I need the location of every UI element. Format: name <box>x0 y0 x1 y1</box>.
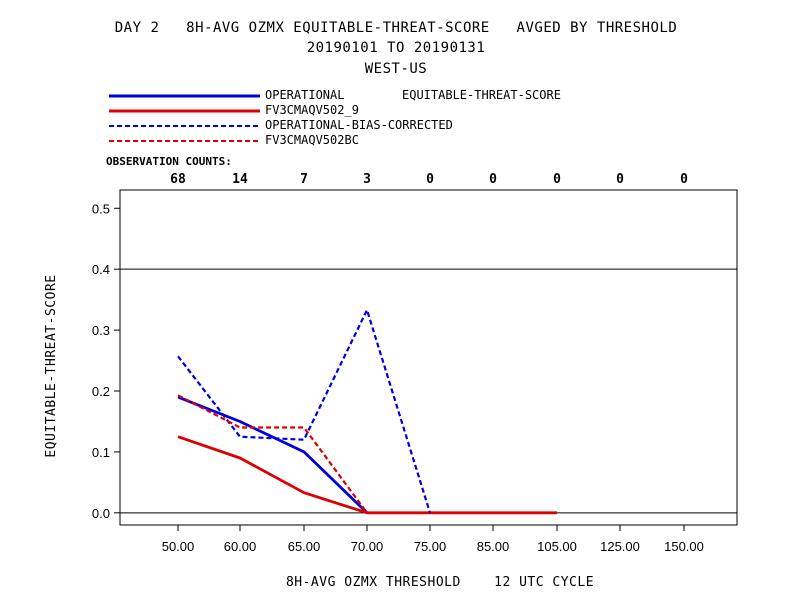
legend-swatch-operational-bc <box>109 125 260 127</box>
legend-label: FV3CMAQV502_9 <box>265 103 359 117</box>
observation-count: 0 <box>616 172 624 187</box>
observation-counts-label: OBSERVATION COUNTS: <box>106 155 232 168</box>
chart-title: DAY 2 8H-AVG OZMX EQUITABLE-THREAT-SCORE… <box>114 20 678 36</box>
series-line-fv3cmaqv502bc <box>177 394 368 514</box>
x-tick-label: 60.00 <box>224 539 257 554</box>
observation-count: 0 <box>680 172 688 187</box>
x-tick-label: 50.00 <box>162 539 195 554</box>
region-label: WEST-US <box>364 61 428 77</box>
legend-swatch-fv3cmaq-bc <box>109 140 260 142</box>
observation-count: 0 <box>489 172 497 187</box>
x-tick-label: 150.00 <box>664 539 704 554</box>
legend-swatch-operational <box>109 94 260 98</box>
legend-label: OPERATIONAL <box>265 88 345 102</box>
y-tick-label: 0.1 <box>92 445 110 460</box>
series-line-fv3cmaqv502-9 <box>177 435 557 515</box>
observation-count: 0 <box>426 172 434 187</box>
x-tick-label: 75.00 <box>414 539 447 554</box>
observation-count: 7 <box>300 172 308 187</box>
observation-count: 14 <box>232 172 248 187</box>
date-range: 20190101 TO 20190131 <box>306 40 486 56</box>
series-line-operational-bias-corrected <box>177 308 432 514</box>
legend-note: EQUITABLE-THREAT-SCORE <box>402 88 561 102</box>
y-tick-label: 0.4 <box>92 262 110 277</box>
legend-label: OPERATIONAL-BIAS-CORRECTED <box>265 118 453 132</box>
legend-label: FV3CMAQV502BC <box>265 133 359 147</box>
x-tick-label: 85.00 <box>477 539 510 554</box>
series-line-operational <box>177 395 368 514</box>
observation-count: 3 <box>363 172 371 187</box>
observation-count: 0 <box>553 172 561 187</box>
y-tick-label: 0.2 <box>92 384 110 399</box>
plot-frame <box>119 189 738 526</box>
x-tick-label: 70.00 <box>351 539 384 554</box>
x-axis-label: 8H-AVG OZMX THRESHOLD 12 UTC CYCLE <box>286 575 594 590</box>
y-tick-label: 0.5 <box>92 201 110 216</box>
y-axis-label: EQUITABLE-THREAT-SCORE <box>44 274 59 457</box>
x-tick-label: 125.00 <box>600 539 640 554</box>
observation-count: 68 <box>170 172 186 187</box>
legend-swatch-fv3cmaq <box>109 109 260 113</box>
x-tick-label: 65.00 <box>288 539 321 554</box>
y-tick-label: 0.0 <box>92 506 110 521</box>
x-tick-label: 105.00 <box>537 539 577 554</box>
y-tick-label: 0.3 <box>92 323 110 338</box>
